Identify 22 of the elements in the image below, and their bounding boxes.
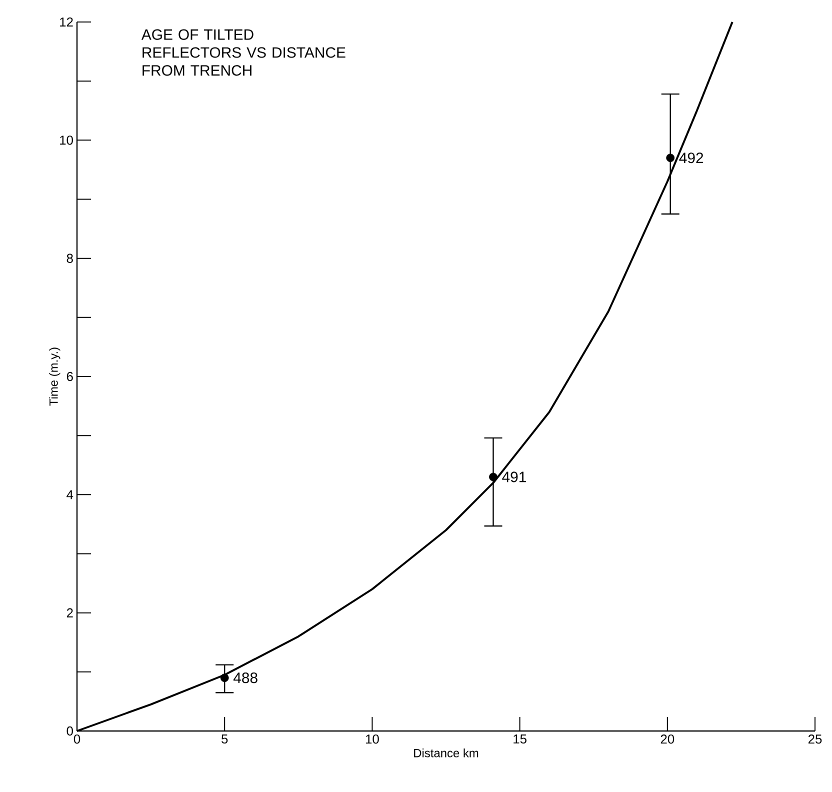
point xyxy=(220,674,229,682)
y-axis-title: Time (m.y.) xyxy=(49,348,60,406)
y-tick-label: 0 xyxy=(66,726,73,736)
y-tick-label: 10 xyxy=(60,136,73,145)
point xyxy=(489,472,498,482)
x-tick-label: 20 xyxy=(660,734,674,744)
y-tick-label: 2 xyxy=(66,608,73,618)
x-tick-label: 5 xyxy=(222,734,228,744)
annotation: 491 xyxy=(502,472,526,482)
annotation: 488 xyxy=(233,672,258,684)
x-tick-label: 25 xyxy=(808,734,822,744)
y-tick-label: 4 xyxy=(66,490,74,500)
x-tick-label: 15 xyxy=(514,734,526,744)
y-tick-label: 8 xyxy=(66,254,73,263)
x-tick-label: 0 xyxy=(74,734,80,744)
point xyxy=(666,154,675,162)
y-tick-label: 12 xyxy=(60,17,73,27)
x-axis-title: Distance km xyxy=(414,748,478,758)
annotation: 492 xyxy=(679,152,704,164)
y-tick-label: 6 xyxy=(66,372,73,382)
text: AGE OF TILTED REFLECTORS VS DISTANCE FROM TRENCH xyxy=(141,29,346,76)
x-tick-label: 10 xyxy=(366,734,379,744)
